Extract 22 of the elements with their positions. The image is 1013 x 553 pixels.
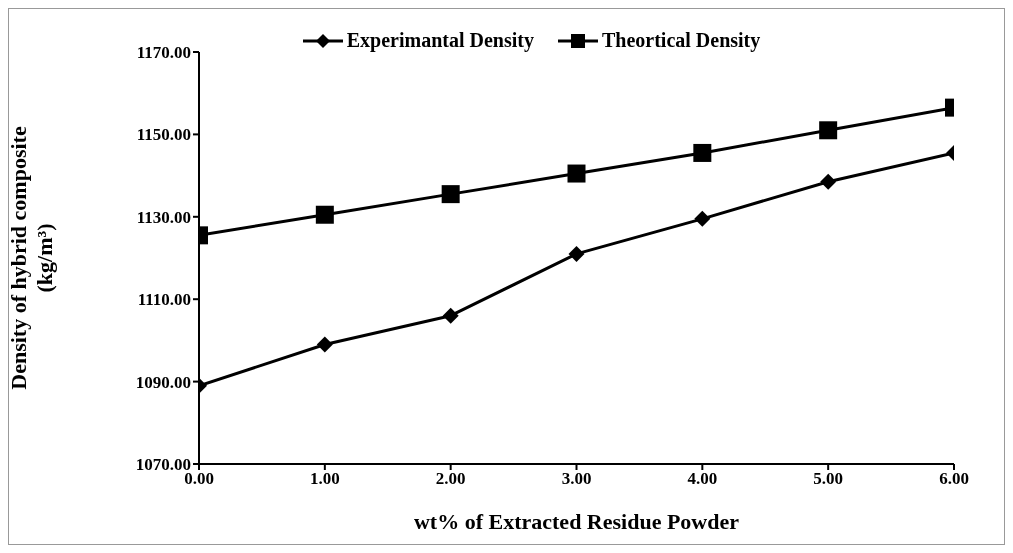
x-tick-label: 5.00 [813,469,844,489]
y-tick-label: 1170.00 [136,43,191,63]
legend-label: Theortical Density [600,29,761,52]
x-tick-label: 2.00 [435,469,466,489]
y-axis-title: Density of hybrid composite (kg/m³) [6,126,57,390]
y-tick-label: 1090.00 [135,372,191,392]
point [567,164,586,183]
y-tick-label: 1150.00 [136,125,191,145]
point [442,307,459,324]
x-tick-label: 1.00 [309,469,340,489]
x-tick-label: 6.00 [939,469,969,489]
point [441,185,460,204]
point [693,143,712,162]
point [694,210,711,227]
x-tick-label: 0.00 [184,469,214,489]
legend-label: Experimantal Density [345,29,534,52]
x-tick-label: 3.00 [561,469,592,489]
x-axis-title: wt% of Extracted Residue Powder [413,509,740,534]
y-tick-label: 1130.00 [136,207,191,227]
point [568,245,585,262]
x-tick-label: 4.00 [687,469,718,489]
y-tick-label: 1110.00 [137,290,191,310]
